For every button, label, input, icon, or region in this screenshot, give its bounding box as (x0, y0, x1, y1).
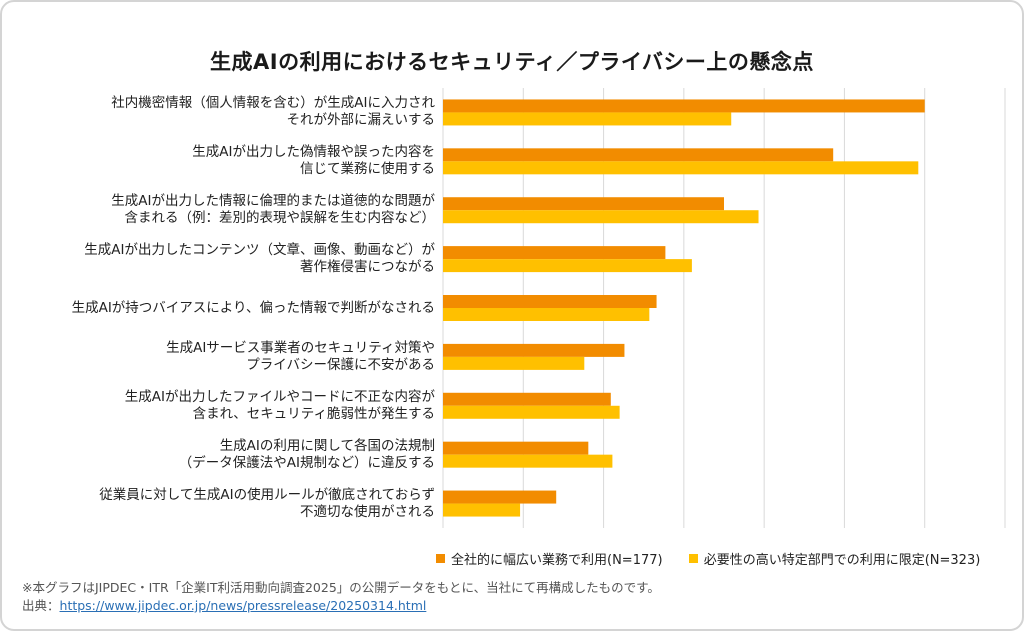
bar-series-2 (443, 259, 692, 273)
category-label-line: 生成AIの利用に関して各国の法規制 (219, 437, 435, 454)
category-label-line: 社内機密情報（個人情報を含む）が生成AIに入力され (111, 95, 435, 112)
category-label-line: 生成AIが出力したファイルやコードに不正な内容が (124, 388, 435, 405)
bar-series-2 (443, 356, 585, 370)
bar-series-2 (443, 112, 732, 126)
category-label: 生成AIが出力したコンテンツ（文章、画像、動画など）が 著作権侵害につながる (15, 242, 435, 276)
category-label-line: 不適切な使用がされる (300, 503, 435, 520)
legend-item-series-1: 全社的に幅広い業務で利用(N=177) (436, 549, 663, 568)
bar-series-2 (443, 405, 620, 419)
legend-swatch-series-2 (688, 554, 698, 563)
bar-series-2 (443, 210, 759, 224)
category-label-line: 従業員に対して生成AIの使用ルールが徹底されておらず (99, 486, 435, 503)
source-label: 出典： (22, 598, 60, 613)
category-label-line: 生成AIサービス事業者のセキュリティ対策や (166, 339, 435, 356)
bar-series-1 (443, 148, 834, 162)
bar-series-1 (443, 246, 666, 260)
bar-series-1 (443, 490, 557, 504)
category-label-line: 生成AIが出力した偽情報や誤った内容を (192, 144, 435, 161)
category-label-line: 含まれ、セキュリティ脆弱性が発生する (192, 405, 435, 422)
category-label-line: 著作権侵害につながる (300, 259, 435, 276)
category-label-line: （データ保護法やAI規制など）に違反する (178, 454, 435, 471)
bar-series-2 (443, 161, 919, 175)
category-label-line: 生成AIが出力したコンテンツ（文章、画像、動画など）が (84, 242, 435, 259)
category-label-line: 信じて業務に使用する (300, 161, 435, 178)
bar-series-1 (443, 441, 589, 455)
footnote: ※本グラフはJIPDEC・ITR「企業IT利活用動向調査2025」の公開データを… (22, 579, 660, 615)
source-link[interactable]: https://www.jipdec.or.jp/news/pressrelea… (59, 598, 427, 613)
bar-series-1 (443, 197, 724, 211)
bar-series-1 (443, 343, 625, 357)
bar-series-2 (443, 454, 613, 468)
bar-series-1 (443, 99, 925, 113)
category-label-line: プライバシー保護に不安がある (246, 356, 435, 373)
footnote-note: ※本グラフはJIPDEC・ITR「企業IT利活用動向調査2025」の公開データを… (22, 580, 660, 595)
category-label: 生成AIの利用に関して各国の法規制 （データ保護法やAI規制など）に違反する (15, 438, 435, 472)
legend-label-series-2: 必要性の高い特定部門での利用に限定(N=323) (703, 553, 981, 568)
category-label: 生成AIサービス事業者のセキュリティ対策や プライバシー保護に不安がある (15, 340, 435, 374)
bar-series-1 (443, 392, 611, 406)
bar-series-2 (443, 308, 650, 321)
category-label: 生成AIが出力した情報に倫理的または道徳的な問題が 含まれる（例：差別的表現や誤解… (15, 193, 435, 227)
legend-swatch-series-1 (436, 554, 445, 563)
category-label: 社内機密情報（個人情報を含む）が生成AIに入力され それが外部に漏えいする (15, 95, 435, 129)
bar-series-1 (443, 295, 657, 308)
bar-series-2 (443, 503, 521, 517)
legend-item-series-2: 必要性の高い特定部門での利用に限定(N=323) (688, 549, 981, 568)
footnote-source: 出典：https://www.jipdec.or.jp/news/pressre… (22, 597, 660, 615)
legend: 全社的に幅広い業務で利用(N=177) 必要性の高い特定部門での利用に限定(N=… (436, 549, 1002, 568)
category-label: 従業員に対して生成AIの使用ルールが徹底されておらず 不適切な使用がされる (15, 487, 435, 521)
category-label-line: 含まれる（例：差別的表現や誤解を生む内容など） (124, 210, 436, 227)
category-label: 生成AIが出力した偽情報や誤った内容を 信じて業務に使用する (15, 144, 435, 178)
category-label-line: 生成AIが出力した情報に倫理的または道徳的な問題が (111, 193, 435, 210)
category-label: 生成AIが持つバイアスにより、偏った情報で判断がなされる (15, 300, 435, 317)
category-label-line: 生成AIが持つバイアスにより、偏った情報で判断がなされる (71, 299, 435, 316)
legend-label-series-1: 全社的に幅広い業務で利用(N=177) (451, 553, 663, 568)
category-label: 生成AIが出力したファイルやコードに不正な内容が 含まれ、セキュリティ脆弱性が発生… (15, 389, 435, 423)
category-label-line: それが外部に漏えいする (286, 112, 436, 129)
chart-title: 生成AIの利用におけるセキュリティ／プライバシー上の懸念点 (210, 50, 814, 74)
